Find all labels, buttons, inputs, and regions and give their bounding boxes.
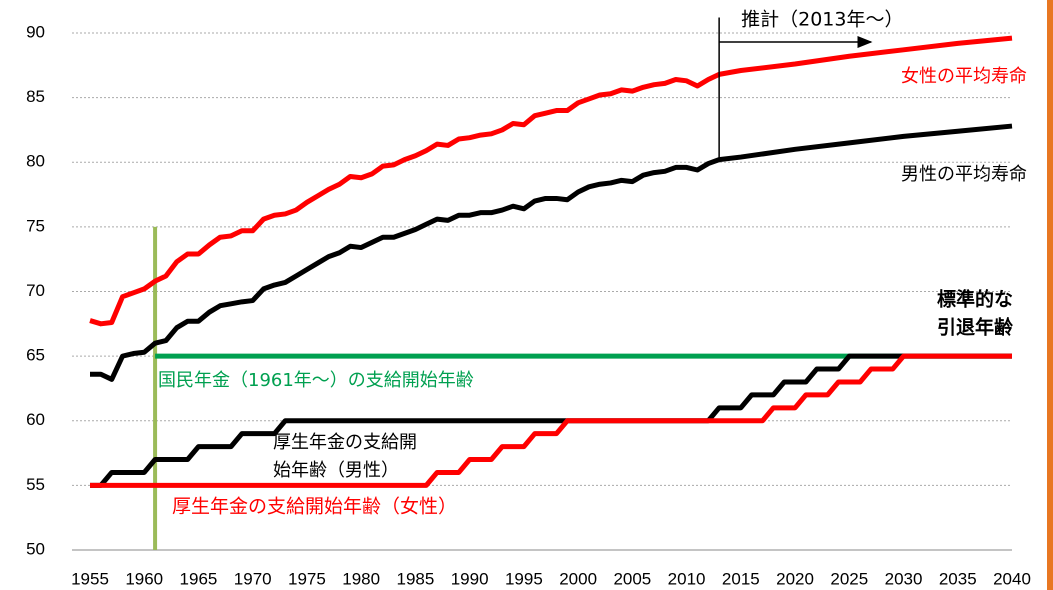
y-tick-label: 75	[26, 216, 45, 235]
x-tick-label: 1985	[396, 569, 434, 588]
projection-label: 推計（2013年～）	[741, 9, 903, 31]
y-tick-label: 70	[26, 281, 45, 300]
x-tick-label: 1975	[288, 569, 326, 588]
x-tick-label: 1965	[180, 569, 218, 588]
y-tick-label: 90	[26, 22, 45, 41]
edge-bar	[1047, 0, 1053, 590]
y-tick-label: 55	[26, 475, 45, 494]
annotation: 男性の平均寿命	[901, 164, 1027, 185]
x-tick-label: 2010	[668, 569, 706, 588]
x-tick-label: 2020	[776, 569, 814, 588]
x-tick-label: 2035	[939, 569, 977, 588]
x-tick-label: 2005	[613, 569, 651, 588]
annotation: 厚生年金の支給開	[273, 432, 417, 453]
annotation: 女性の平均寿命	[901, 66, 1027, 87]
x-tick-label: 2040	[993, 569, 1031, 588]
series-line	[89, 35, 1013, 327]
x-tick-label: 1960	[125, 569, 163, 588]
x-tick-label: 2025	[830, 569, 868, 588]
x-tick-label: 1980	[342, 569, 380, 588]
x-tick-label: 1955	[71, 569, 109, 588]
x-tick-label: 1970	[234, 569, 272, 588]
series-line	[90, 353, 1012, 488]
annotation: 始年齢（男性）	[273, 460, 399, 481]
series-line	[90, 123, 1013, 382]
annotation: 標準的な	[937, 288, 1013, 311]
annotation: 国民年金（1961年～）の支給開始年齢	[158, 370, 474, 391]
y-tick-label: 60	[26, 410, 45, 429]
x-tick-label: 1995	[505, 569, 543, 588]
series-line	[90, 353, 1012, 488]
x-tick-label: 2000	[559, 569, 597, 588]
annotation: 厚生年金の支給開始年齢（女性）	[172, 496, 457, 518]
x-tick-label: 2015	[722, 569, 760, 588]
y-tick-label: 50	[26, 539, 45, 558]
x-tick-label: 1990	[451, 569, 489, 588]
y-tick-label: 65	[26, 346, 45, 365]
y-tick-label: 80	[26, 152, 45, 171]
annotation: 引退年齢	[937, 316, 1014, 339]
x-tick-label: 2030	[885, 569, 923, 588]
y-tick-label: 85	[26, 87, 45, 106]
